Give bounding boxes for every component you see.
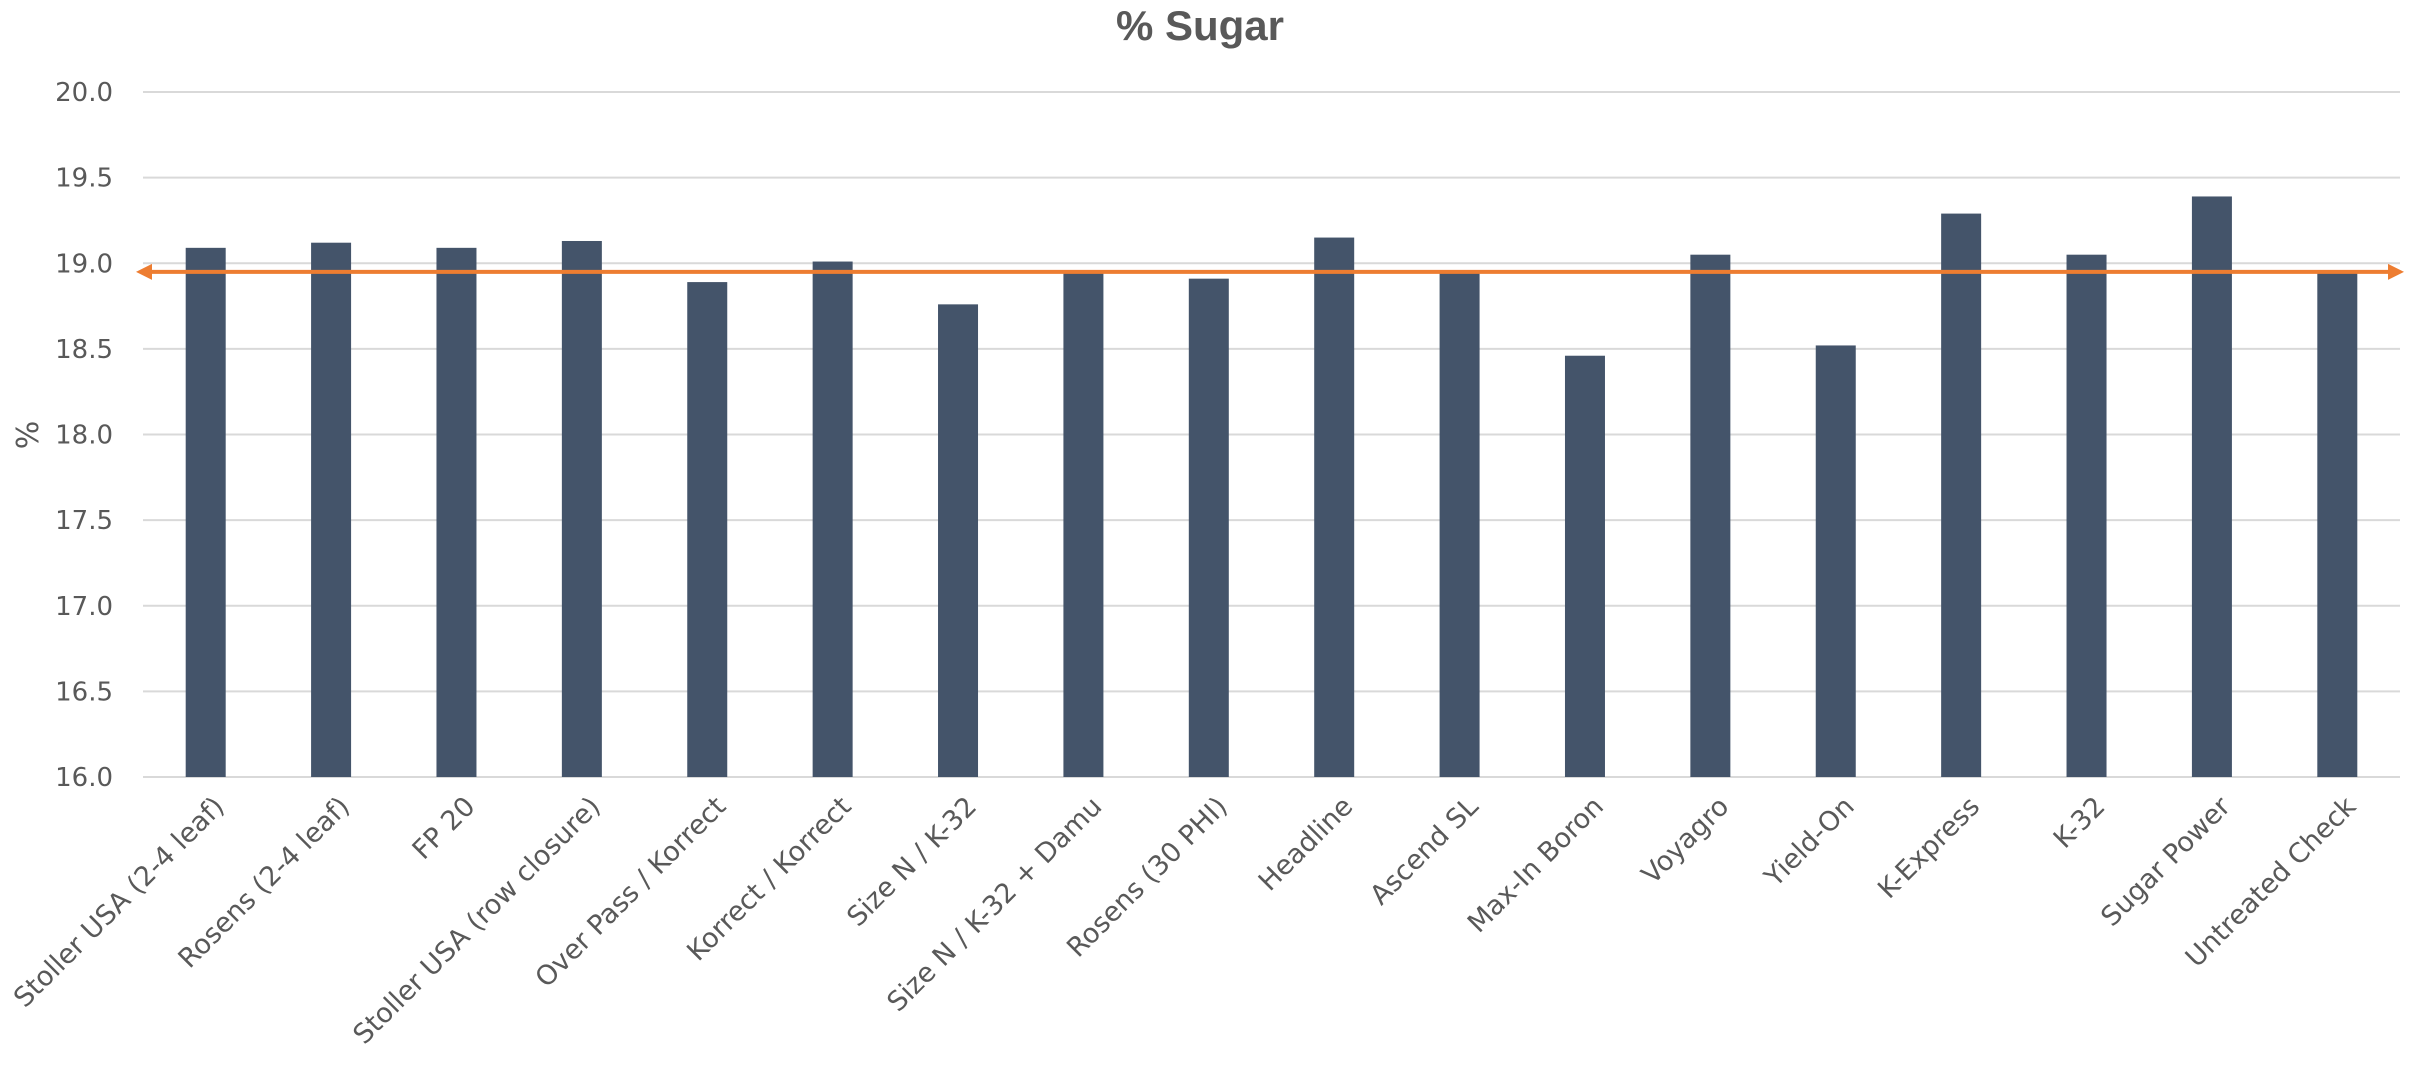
arrow-right-icon (2388, 263, 2404, 280)
x-tick-label: FP 20 (407, 791, 482, 866)
bar (1063, 273, 1104, 777)
x-tick-label: K-32 (2048, 791, 2112, 855)
x-tick-label: K-Express (1872, 791, 1986, 905)
arrow-left-icon (136, 263, 152, 280)
bar (561, 240, 602, 778)
y-tick-label: 17.5 (55, 506, 113, 536)
chart-title: % Sugar (1116, 2, 1284, 49)
x-tick-label: Stoller USA (row closure) (347, 791, 606, 1050)
x-tick-label: Stoller USA (2-4 leaf) (8, 791, 231, 1014)
bar (687, 282, 728, 777)
y-tick-label: 16.5 (55, 677, 113, 707)
bar (1941, 213, 1982, 777)
bars (185, 196, 2358, 778)
bar (1815, 345, 1856, 777)
bar (1690, 254, 1731, 777)
x-tick-label: Size N / K-32 + Damu (881, 791, 1108, 1018)
y-tick-label: 19.0 (55, 249, 113, 279)
x-tick-label: Ascend SL (1364, 791, 1484, 911)
bar (938, 304, 979, 777)
y-tick-label: 18.0 (55, 421, 113, 451)
y-tick-label: 18.5 (55, 335, 113, 365)
bar (1439, 271, 1480, 777)
x-tick-label: Size N / K-32 (841, 791, 983, 933)
y-tick-label: 20.0 (55, 78, 113, 108)
x-tick-label: Yield-On (1758, 791, 1861, 894)
reference-line (136, 263, 2404, 280)
bar (436, 247, 477, 777)
y-tick-label: 16.0 (55, 763, 113, 793)
x-tick-label: Sugar Power (2095, 790, 2237, 932)
bar (2317, 273, 2358, 777)
y-axis-ticks: 16.0 16.5 17.0 17.5 18.0 18.5 19.0 19.5 20.0 (55, 78, 113, 793)
bar (185, 247, 226, 777)
bar (1314, 237, 1355, 777)
x-tick-label: Headline (1253, 791, 1359, 897)
y-tick-label: 17.0 (55, 592, 113, 622)
x-axis-ticks: Stoller USA (2-4 leaf)Rosens (2-4 leaf) F… (8, 790, 2363, 1050)
bar (2066, 254, 2107, 777)
y-axis-label: % (11, 421, 46, 450)
bar (1188, 278, 1229, 777)
gridlines (143, 91, 2400, 778)
bar (311, 242, 352, 777)
bar (2191, 196, 2232, 777)
y-tick-label: 19.5 (55, 164, 113, 194)
bar (812, 261, 853, 778)
x-tick-label: Voyagro (1636, 791, 1735, 890)
bar (1564, 355, 1605, 777)
